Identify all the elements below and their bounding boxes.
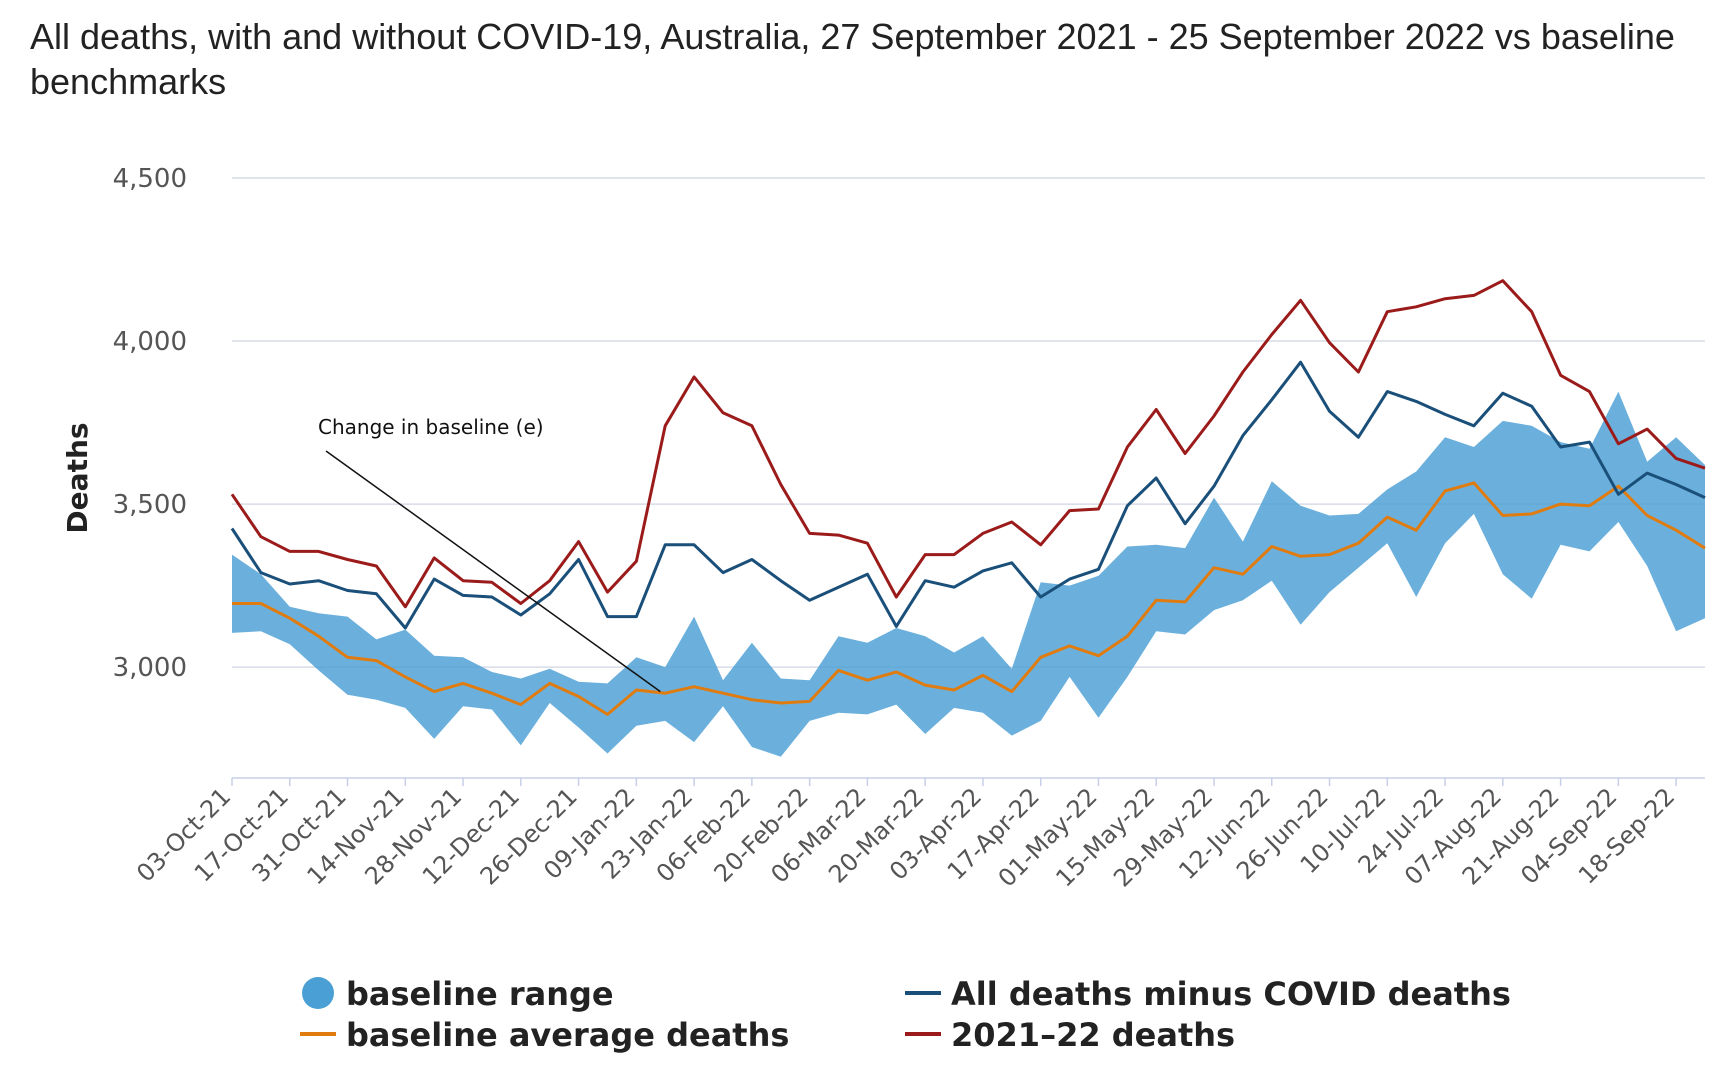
annotation-text: Change in baseline (e) xyxy=(318,415,544,439)
annotation: Change in baseline (e) xyxy=(318,415,661,693)
y-tick-label: 4,000 xyxy=(113,327,187,357)
deaths-minus-covid-line xyxy=(230,360,1706,630)
deaths-2021-22-line xyxy=(230,279,1706,609)
legend-label: All deaths minus COVID deaths xyxy=(951,975,1511,1013)
legend-deaths-2021-22[interactable]: 2021–22 deaths xyxy=(905,1016,1235,1054)
legend-deaths-minus-covid[interactable]: All deaths minus COVID deaths xyxy=(905,975,1511,1013)
y-axis-title: Deaths xyxy=(61,422,94,533)
legend-baseline-average[interactable]: baseline average deaths xyxy=(300,1016,789,1054)
legend-label: baseline range xyxy=(346,975,614,1013)
legend-label: 2021–22 deaths xyxy=(951,1016,1235,1054)
baseline-average-line xyxy=(232,481,1706,716)
y-axis-ticks: 3,000 3,500 4,000 4,500 xyxy=(113,164,187,683)
chart-title: All deaths, with and without COVID-19, A… xyxy=(30,16,1675,102)
plot-area xyxy=(230,279,1706,757)
legend-marker xyxy=(302,977,334,1009)
y-tick-label: 4,500 xyxy=(113,164,187,194)
y-tick-label: 3,000 xyxy=(113,653,187,683)
y-tick-label: 3,500 xyxy=(113,490,187,520)
legend-label: baseline average deaths xyxy=(346,1016,789,1054)
legend-baseline-range[interactable]: baseline range xyxy=(302,975,614,1013)
annotation-pointer xyxy=(325,450,661,693)
x-axis-ticks: 03-Oct-2117-Oct-2131-Oct-2114-Nov-2128-N… xyxy=(131,778,1680,892)
